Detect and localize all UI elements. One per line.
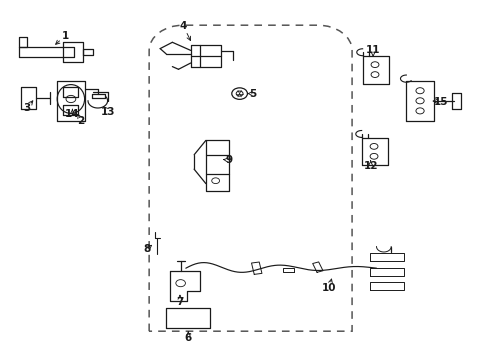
Text: 4: 4	[179, 21, 187, 31]
Text: 14: 14	[65, 109, 80, 120]
Text: 1: 1	[61, 31, 68, 41]
Text: 11: 11	[365, 45, 380, 55]
Text: 13: 13	[101, 107, 116, 117]
Text: 8: 8	[143, 244, 150, 254]
Text: 3: 3	[23, 103, 30, 113]
Text: 15: 15	[433, 96, 447, 107]
Text: 10: 10	[321, 283, 336, 293]
Text: 9: 9	[225, 155, 232, 165]
Text: 5: 5	[249, 89, 256, 99]
Text: 12: 12	[363, 161, 377, 171]
Text: 7: 7	[176, 297, 183, 307]
Text: 6: 6	[184, 333, 191, 343]
Text: 2: 2	[77, 116, 84, 126]
